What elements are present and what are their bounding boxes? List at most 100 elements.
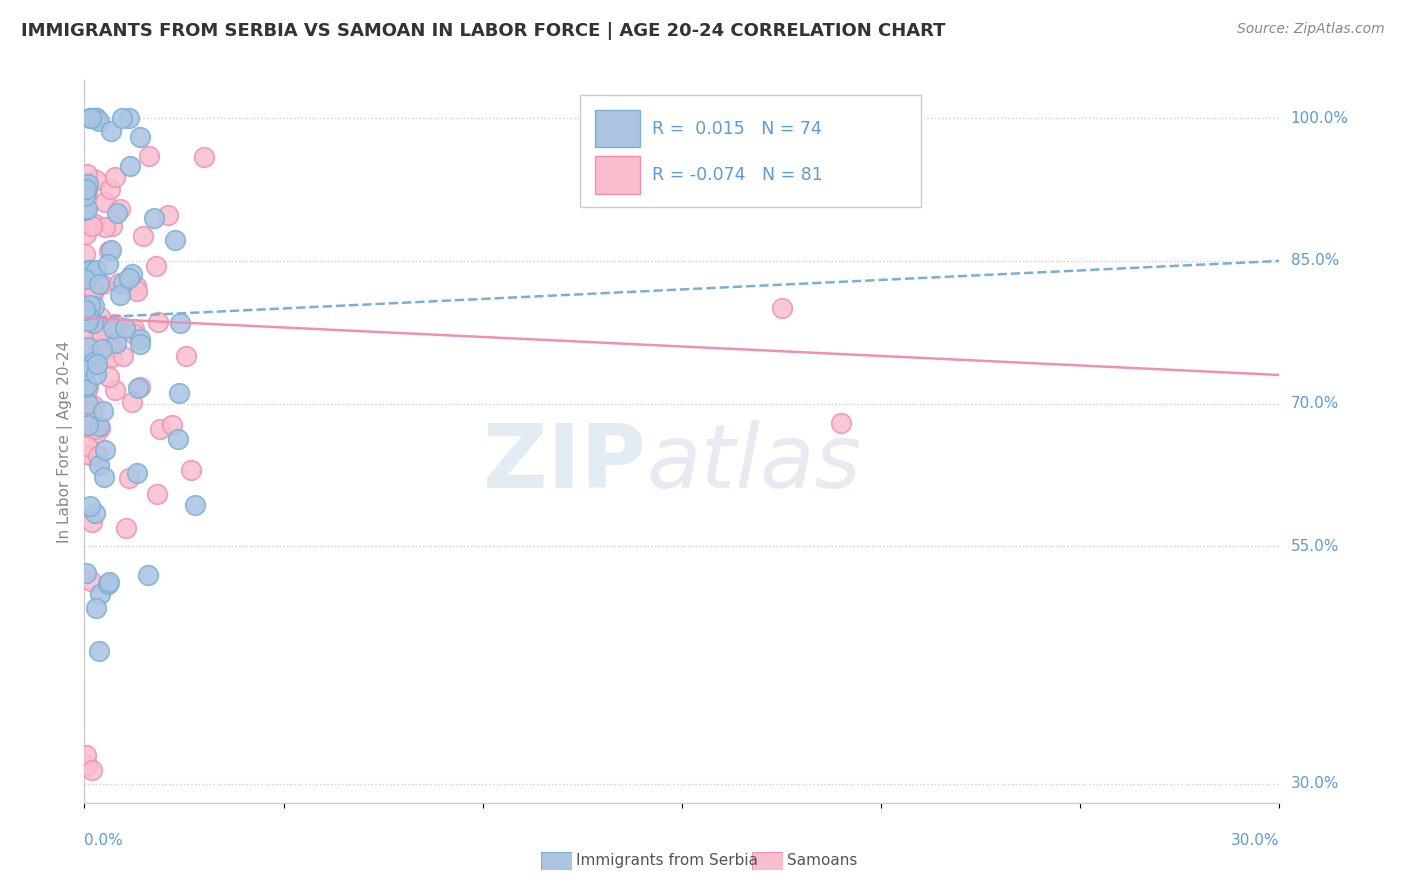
Point <box>82 763 104 777</box>
Point <box>84 112 107 126</box>
Point <box>77 178 100 192</box>
Point <box>122 327 145 342</box>
Point <box>125 279 148 293</box>
Point <box>94 194 117 209</box>
Point <box>84 506 107 520</box>
Point <box>89 418 111 433</box>
Point <box>84 422 107 436</box>
Point <box>75 189 97 203</box>
Point <box>162 417 184 432</box>
Point <box>127 381 149 395</box>
Point <box>79 263 101 277</box>
Point <box>76 397 98 411</box>
Point <box>111 112 134 126</box>
Point <box>98 370 121 384</box>
Point <box>75 247 97 261</box>
Text: ZIP: ZIP <box>484 420 647 507</box>
Point <box>115 521 138 535</box>
Point <box>79 302 101 317</box>
Point <box>105 335 128 350</box>
Point <box>80 574 103 588</box>
Text: 85.0%: 85.0% <box>1291 253 1339 268</box>
Point <box>127 284 149 298</box>
Point <box>89 421 111 435</box>
Point <box>79 269 101 284</box>
Point <box>156 208 179 222</box>
Point <box>132 229 155 244</box>
Point <box>86 601 108 615</box>
Point <box>76 328 98 343</box>
Point <box>75 227 97 241</box>
Point <box>86 426 108 441</box>
Point <box>84 172 107 186</box>
Point <box>121 394 143 409</box>
Y-axis label: In Labor Force | Age 20-24: In Labor Force | Age 20-24 <box>58 341 73 542</box>
Point <box>91 404 114 418</box>
Point <box>148 315 170 329</box>
Point <box>75 410 97 425</box>
Point <box>77 310 100 325</box>
Point <box>82 404 104 418</box>
Point <box>111 276 134 290</box>
Point <box>100 182 122 196</box>
Point <box>101 339 124 353</box>
Point <box>75 271 97 285</box>
Point <box>79 448 101 462</box>
Point <box>80 216 103 230</box>
Point <box>136 567 159 582</box>
Point <box>76 181 98 195</box>
Point <box>79 313 101 327</box>
Point <box>128 336 150 351</box>
Point <box>84 367 107 381</box>
Text: 30.0%: 30.0% <box>1232 833 1279 848</box>
Point <box>80 289 103 303</box>
Text: 30.0%: 30.0% <box>1291 776 1339 791</box>
Point <box>76 377 98 392</box>
Point <box>114 321 136 335</box>
Point <box>87 458 110 473</box>
Point <box>118 112 141 126</box>
Point <box>138 149 160 163</box>
Point <box>79 298 101 312</box>
Point <box>80 263 103 277</box>
Point <box>77 420 100 434</box>
Point <box>830 416 852 430</box>
Point <box>100 124 122 138</box>
Point <box>83 112 105 126</box>
Point <box>169 316 191 330</box>
Point <box>83 299 105 313</box>
Point <box>76 267 98 281</box>
Point <box>76 314 98 328</box>
Point <box>76 439 98 453</box>
Point <box>124 322 146 336</box>
Point <box>84 217 107 231</box>
Point <box>76 417 98 432</box>
Text: 55.0%: 55.0% <box>1291 539 1339 554</box>
Point <box>148 422 170 436</box>
Point <box>79 500 101 514</box>
Point <box>87 277 110 291</box>
Text: Immigrants from Serbia: Immigrants from Serbia <box>576 854 758 868</box>
Point <box>101 351 124 365</box>
Point <box>100 219 122 233</box>
Text: atlas: atlas <box>647 420 860 507</box>
Point <box>75 202 97 217</box>
Point <box>143 211 166 225</box>
Point <box>75 375 97 389</box>
Point <box>75 302 97 317</box>
Text: 0.0%: 0.0% <box>84 833 124 848</box>
Point <box>118 159 141 173</box>
Point <box>89 310 111 324</box>
Text: R = -0.074   N = 81: R = -0.074 N = 81 <box>652 166 823 184</box>
Point <box>118 270 141 285</box>
Point <box>101 320 124 334</box>
Text: R =  0.015   N = 74: R = 0.015 N = 74 <box>652 120 823 137</box>
Point <box>75 363 97 377</box>
Point <box>75 380 97 394</box>
Point <box>82 286 104 301</box>
Point <box>97 577 120 591</box>
Text: 100.0%: 100.0% <box>1291 111 1348 126</box>
Point <box>110 287 132 301</box>
Point <box>75 182 97 196</box>
FancyBboxPatch shape <box>581 95 921 207</box>
